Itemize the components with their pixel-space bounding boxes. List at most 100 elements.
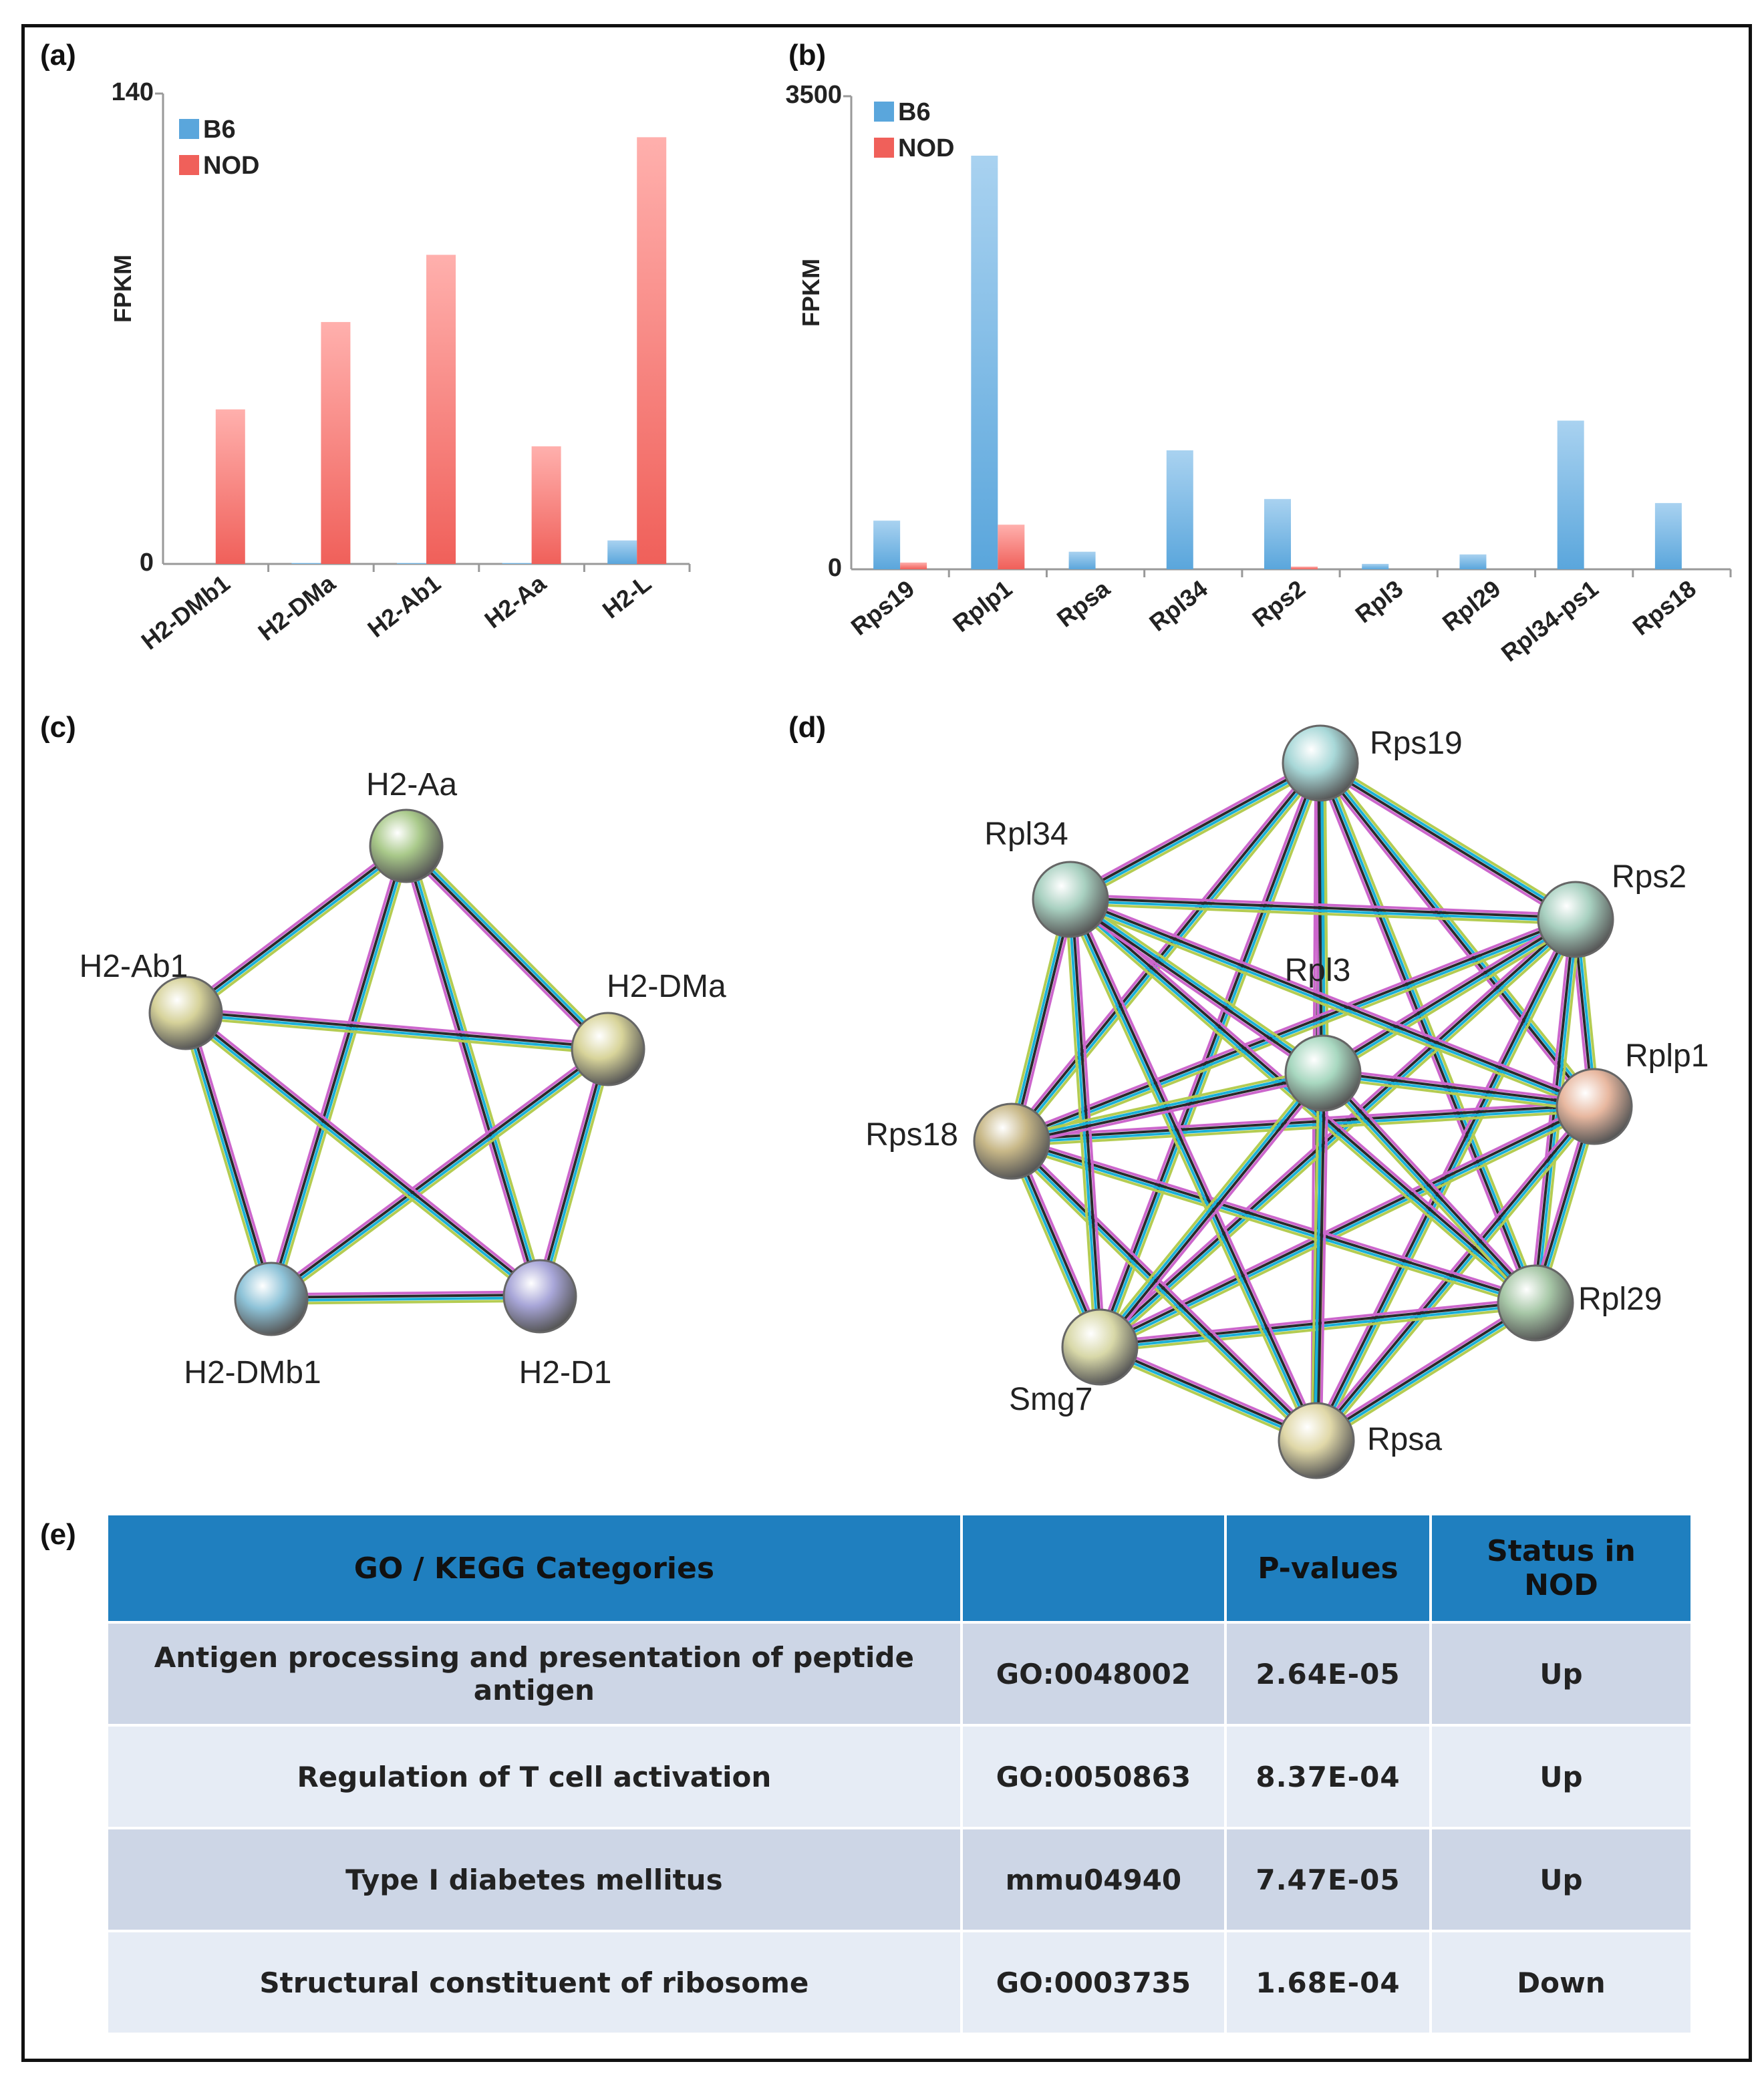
node-label-h2-dma: H2-DMa [607, 969, 726, 1004]
row-category: Type I diabetes mellitus [108, 1829, 960, 1930]
x-tick-label: H2-Ab1 [362, 569, 446, 643]
node-rpl29 [1497, 1264, 1574, 1342]
enrichment-table: GO / KEGG Categories P-values Status in … [106, 1513, 1693, 2035]
row-pvalue: 7.47E-05 [1227, 1829, 1429, 1930]
edge-rplp1-rpl3 [1322, 1067, 1596, 1113]
bar-nod-h2-aa [531, 446, 561, 564]
row-status: Up [1431, 1624, 1690, 1724]
node-label-h2-aa: H2-Aa [366, 767, 457, 802]
node-label-rpsa: Rpsa [1367, 1422, 1442, 1457]
chart-a: 140 0 FPKM H2-DMb1 H2-DMa H2-Ab1 H2-Aa H2-L B6 NO… [109, 78, 691, 655]
bar-b6-rps18 [1654, 502, 1682, 569]
x-tick-label: H2-DMa [253, 569, 341, 645]
row-pvalue: 2.64E-05 [1227, 1624, 1429, 1724]
node-rps2 [1537, 881, 1614, 958]
node-h2-dma [571, 1012, 645, 1086]
row-id: mmu04940 [962, 1829, 1225, 1930]
x-tick-label: Rps2 [1247, 575, 1310, 633]
row-status: Up [1431, 1829, 1690, 1930]
node-label-h2-dmb1: H2-DMb1 [184, 1355, 321, 1390]
node-label-smg7: Smg7 [1009, 1382, 1092, 1417]
row-category: Structural constituent of ribosome [108, 1932, 960, 2033]
edge-h2-aa-h2-dmb1 [265, 844, 412, 1301]
bar-nod-h2-l [637, 137, 667, 564]
row-id: GO:0003735 [962, 1932, 1225, 2033]
y-tick-label: 0 [828, 554, 842, 582]
edge-rps2-rpl3 [1320, 914, 1579, 1078]
legend-label-nod: NOD [898, 134, 954, 162]
panel-label-e: (e) [40, 1518, 76, 1551]
legend-label-b6: B6 [898, 98, 931, 126]
edge-rpsa-rps18 [1007, 1137, 1321, 1445]
row-category: Regulation of T cell activation [108, 1727, 960, 1827]
edge-rps19-rplp1 [1316, 759, 1599, 1110]
edge-h2-aa-h2-ab1 [182, 841, 410, 1018]
row-status: Up [1431, 1727, 1690, 1827]
node-smg7 [1061, 1308, 1139, 1386]
node-label-h2-d1: H2-D1 [519, 1355, 612, 1390]
x-tick-label: Rpl3 [1350, 575, 1408, 628]
x-tick-label: Rpl34 [1144, 575, 1213, 637]
edge-h2-dma-h2-ab1 [185, 1007, 609, 1055]
table-row: Structural constituent of ribosome GO:00… [108, 1932, 1690, 2033]
legend-swatch-b6 [179, 119, 199, 139]
bar-nod-h2-dmb1 [215, 409, 245, 564]
header-pvalue: P-values [1227, 1515, 1429, 1621]
edge-rpl29-rpl3 [1318, 1069, 1540, 1307]
row-pvalue: 8.37E-04 [1227, 1727, 1429, 1827]
node-rplp1 [1556, 1068, 1633, 1145]
bar-b6-rpl34 [1166, 450, 1193, 569]
x-tick-label: Rpl29 [1437, 575, 1506, 637]
edge-h2-dma-h2-dmb1 [267, 1044, 612, 1304]
bar-b6-rplp1 [971, 156, 998, 569]
edge-rpl34-rpl3 [1067, 894, 1326, 1078]
header-category: GO / KEGG Categories [108, 1515, 960, 1621]
edge-smg7-rpl3 [1095, 1069, 1328, 1351]
edge-h2-dma-h2-d1 [534, 1047, 614, 1298]
table-row: Type I diabetes mellitus mmu04940 7.47E-… [108, 1829, 1690, 1930]
y-tick-label: 3500 [785, 81, 842, 109]
node-label-rpl29: Rpl29 [1578, 1282, 1662, 1317]
bar-nod-rps2 [1291, 566, 1318, 569]
node-rps18 [973, 1102, 1050, 1180]
x-tick-label: Rpsa [1052, 574, 1115, 632]
edge-rps18-rpl34 [1006, 897, 1076, 1143]
edge-rplp1-rpl34 [1068, 893, 1597, 1113]
node-label-rpl3: Rpl3 [1285, 953, 1351, 988]
x-tick-label: Rps18 [1627, 575, 1701, 641]
y-axis-label: FPKM [109, 255, 136, 323]
y-tick-label: 140 [112, 78, 154, 106]
x-tick-label: H2-DMb1 [136, 569, 235, 655]
node-h2-aa [369, 808, 444, 883]
node-label-rps18: Rps18 [865, 1117, 958, 1153]
table-row: Antigen processing and presentation of p… [108, 1624, 1690, 1724]
x-tick-label: Rpl34-ps1 [1496, 575, 1604, 667]
node-label-rps19: Rps19 [1370, 726, 1463, 761]
edge-rpl29-rpsa [1313, 1298, 1539, 1446]
edge-rps2-rps18 [1009, 913, 1578, 1147]
row-pvalue: 1.68E-04 [1227, 1932, 1429, 2033]
node-rpl34 [1032, 861, 1109, 938]
header-id [962, 1515, 1225, 1621]
row-category: Antigen processing and presentation of p… [108, 1624, 960, 1724]
table-row: Regulation of T cell activation GO:00508… [108, 1727, 1690, 1827]
bar-b6-rpl34-ps1 [1557, 420, 1584, 569]
panel-label-b: (b) [788, 39, 827, 71]
bar-nod-rps19 [900, 562, 927, 569]
node-label-rpl34: Rpl34 [984, 817, 1068, 852]
bar-b6-rpsa [1068, 551, 1096, 569]
edge-rps18-rpl3 [1010, 1067, 1324, 1147]
edge-rplp1-rps18 [1011, 1100, 1595, 1147]
x-tick-label: Rps19 [846, 575, 919, 641]
legend-label-nod: NOD [203, 152, 259, 180]
edge-h2-aa-h2-dma [402, 841, 613, 1054]
bar-b6-rpl29 [1459, 554, 1487, 569]
edge-h2-d1-h2-dmb1 [271, 1290, 541, 1305]
panel-label-a: (a) [40, 39, 76, 71]
bar-b6-rps19 [873, 521, 901, 569]
legend-swatch-b6 [874, 102, 894, 122]
node-rpl3 [1284, 1034, 1362, 1112]
edge-rpsa-rpl3 [1310, 1072, 1329, 1441]
bar-b6-h2-aa [502, 563, 532, 564]
header-status: Status in NOD [1431, 1515, 1690, 1621]
